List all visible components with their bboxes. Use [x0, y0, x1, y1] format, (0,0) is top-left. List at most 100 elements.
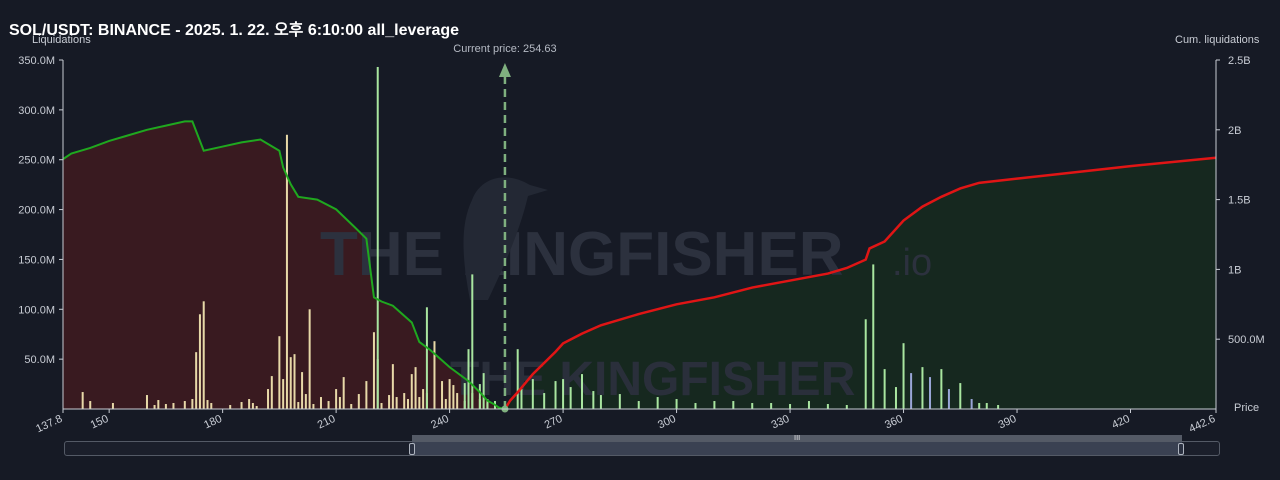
left-axis-tick-label: 50.0M	[24, 354, 55, 366]
long-liquidation-bar	[372, 332, 375, 409]
chart-title: SOL/USDT: BINANCE - 2025. 1. 22. 오후 6:10…	[9, 22, 460, 39]
long-liquidation-bar	[251, 403, 254, 409]
long-liquidation-bar	[297, 402, 300, 409]
long-liquidation-bar	[240, 402, 243, 409]
zoom-scrollbar-window[interactable]	[412, 442, 1182, 455]
zoom-scrollbar-slider[interactable]	[412, 435, 1182, 441]
short-liquidation-bar	[894, 387, 897, 409]
long-liquidation-bar	[403, 393, 406, 409]
short-liquidation-bar	[845, 405, 848, 409]
right-axis-label: Cum. liquidations	[1175, 34, 1260, 46]
x-axis-tick-label: 240	[429, 413, 451, 432]
short-liquidation-bar	[656, 397, 659, 409]
short-liquidation-bar	[482, 373, 485, 409]
short-liquidation-bar	[789, 404, 792, 409]
long-liquidation-bar	[410, 374, 413, 409]
x-axis-tick-label: 442.6	[1187, 413, 1217, 436]
short-liquidation-bar	[486, 399, 489, 409]
short-liquidation-bar	[531, 379, 534, 409]
short-liquidation-bar	[463, 383, 466, 409]
long-liquidation-bar	[418, 397, 421, 409]
short-liquidation-bar	[947, 389, 950, 409]
short-liquidation-bar	[985, 403, 988, 409]
long-liquidation-bar	[388, 395, 391, 409]
x-axis-tick-label: 270	[543, 413, 565, 432]
current-price-arrow-icon	[498, 63, 511, 77]
left-axis-tick-label: 250.0M	[18, 155, 55, 167]
long-liquidation-bar	[282, 379, 285, 409]
x-axis-tick-label: 137.8	[34, 413, 64, 436]
long-liquidation-bar	[153, 405, 156, 409]
x-axis-tick-label: 420	[1110, 413, 1132, 432]
short-liquidation-bar	[569, 387, 572, 409]
long-liquidation-bar	[448, 379, 451, 409]
right-axis-tick-label: 1.5B	[1228, 195, 1251, 207]
long-liquidation-bar	[191, 399, 194, 409]
left-axis-tick-label: 150.0M	[18, 254, 55, 266]
short-liquidation-bar	[807, 401, 810, 409]
short-cumulative-area	[504, 157, 1216, 409]
short-liquidation-bar	[520, 389, 523, 409]
short-liquidation-bar	[376, 66, 379, 409]
right-axis-tick-label: 2B	[1228, 125, 1241, 137]
long-liquidation-bar	[229, 405, 232, 409]
short-liquidation-bar	[929, 377, 932, 409]
long-liquidation-bar	[270, 376, 273, 409]
long-liquidation-bar	[89, 401, 92, 409]
long-liquidation-bar	[198, 314, 201, 409]
long-liquidation-bar	[319, 397, 322, 409]
watermark-suffix: .io	[892, 242, 932, 284]
long-liquidation-bar	[380, 403, 383, 409]
watermark-text: THE KINGFISHER	[320, 220, 844, 289]
long-liquidation-bar	[395, 397, 398, 409]
long-liquidation-bar	[172, 403, 175, 409]
long-liquidation-bar	[312, 404, 315, 409]
x-axis-label: Price	[1234, 402, 1260, 414]
short-liquidation-bar	[883, 369, 886, 409]
long-liquidation-bar	[267, 389, 270, 409]
long-liquidation-bar	[452, 385, 455, 409]
long-liquidation-bar	[304, 394, 307, 409]
short-liquidation-bar	[902, 343, 905, 409]
short-liquidation-bar	[959, 383, 962, 409]
short-liquidation-bar	[562, 379, 565, 409]
long-liquidation-bar	[422, 389, 425, 409]
short-liquidation-bar	[592, 391, 595, 409]
long-liquidation-bar	[365, 381, 368, 409]
long-liquidation-bar	[414, 367, 417, 409]
long-liquidation-bar	[406, 399, 409, 409]
long-liquidation-bar	[441, 381, 444, 409]
zoom-right-handle[interactable]	[1178, 443, 1184, 455]
long-liquidation-bar	[183, 401, 186, 409]
short-liquidation-bar	[471, 274, 474, 409]
long-liquidation-bar	[338, 397, 341, 409]
zoom-left-handle[interactable]	[409, 443, 415, 455]
long-liquidation-bar	[335, 389, 338, 409]
short-liquidation-bar	[826, 404, 829, 409]
long-cumulative-area	[63, 121, 505, 409]
short-liquidation-bar	[694, 403, 697, 409]
long-liquidation-bar	[248, 399, 251, 409]
short-liquidation-bar	[478, 384, 481, 409]
short-liquidation-bar	[770, 403, 773, 409]
scrollbar-grip-icon: III	[794, 434, 801, 442]
long-liquidation-bar	[357, 394, 360, 409]
left-axis-tick-label: 350.0M	[18, 55, 55, 67]
short-liquidation-bar	[978, 403, 981, 409]
long-liquidation-bar	[255, 406, 258, 409]
long-liquidation-bar	[206, 400, 209, 409]
short-liquidation-bar	[425, 307, 428, 409]
left-axis-tick-label: 200.0M	[18, 205, 55, 217]
x-axis-tick-label: 300	[656, 413, 678, 432]
long-liquidation-bar	[202, 301, 205, 409]
short-liquidation-bar	[675, 399, 678, 409]
short-liquidation-bar	[637, 401, 640, 409]
short-liquidation-bar	[910, 373, 913, 409]
long-liquidation-bar	[285, 134, 288, 410]
long-liquidation-bar	[444, 399, 447, 409]
x-axis-tick-label: 210	[316, 413, 338, 432]
x-axis-tick-label: 150	[89, 413, 111, 432]
right-axis-tick-label: 2.5B	[1228, 55, 1251, 67]
left-axis-label: Liquidations	[32, 34, 91, 46]
long-liquidation-bar	[195, 352, 198, 409]
